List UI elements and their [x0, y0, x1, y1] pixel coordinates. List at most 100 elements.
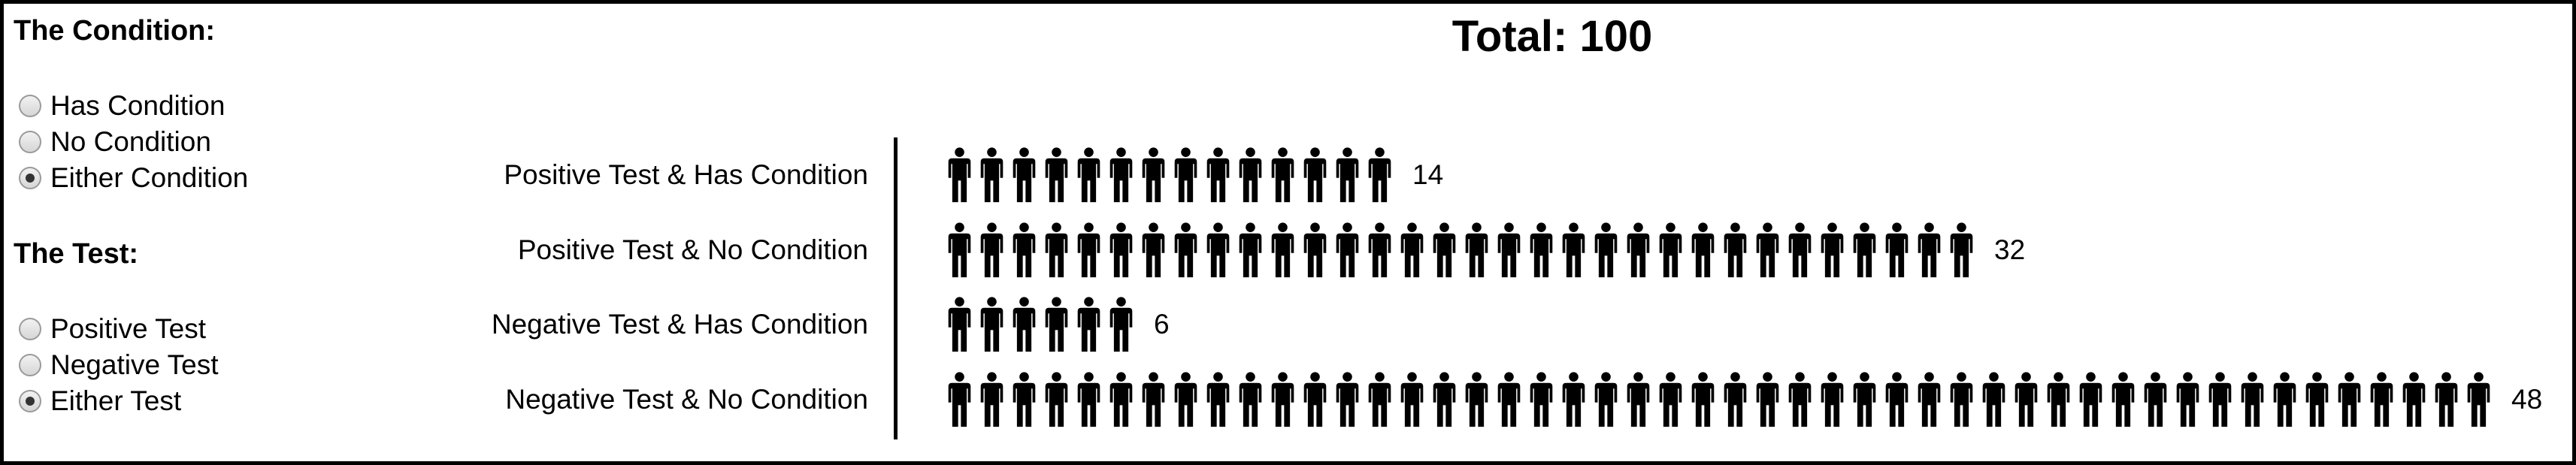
person-icon [980, 147, 1003, 203]
row-label-neg-no: Negative Test & No Condition [505, 384, 868, 415]
person-icon [1950, 372, 1973, 427]
person-icon [1077, 372, 1100, 427]
person-icon [1303, 372, 1327, 427]
row-label-neg-has: Negative Test & Has Condition [491, 309, 868, 340]
person-icon [1077, 222, 1100, 278]
person-icon [948, 372, 971, 427]
icon-row-pos-no: 32 [943, 220, 2025, 280]
person-icon [2435, 372, 2458, 427]
radio-button-selected[interactable] [19, 167, 41, 189]
person-icon [1691, 222, 1715, 278]
person-icon [1530, 222, 1553, 278]
person-icon [2014, 372, 2038, 427]
person-icon [1659, 222, 1682, 278]
person-icon [1271, 222, 1294, 278]
person-icon [1788, 372, 1812, 427]
person-icon [1239, 147, 1262, 203]
person-icon [1497, 222, 1521, 278]
icon-row-neg-has: 6 [943, 294, 1170, 355]
person-icon [1109, 297, 1133, 352]
person-icon [1594, 372, 1618, 427]
person-icon [1077, 297, 1100, 352]
person-icon [1724, 372, 1747, 427]
person-icon [1368, 147, 1391, 203]
person-icon [1659, 372, 1682, 427]
person-icon [1400, 372, 1424, 427]
person-icon [1045, 297, 1068, 352]
person-icon [2338, 372, 2361, 427]
person-icon [1336, 222, 1359, 278]
person-icon [2047, 372, 2070, 427]
person-icon [1627, 372, 1650, 427]
person-icon [1724, 222, 1747, 278]
person-icon [1142, 147, 1165, 203]
radio-either-test[interactable]: Either Test [19, 384, 181, 418]
radio-has-condition[interactable]: Has Condition [19, 89, 225, 123]
person-icon [1950, 222, 1973, 278]
person-icon [1691, 372, 1715, 427]
radio-button[interactable] [19, 95, 41, 117]
person-icon [948, 222, 971, 278]
person-icon [948, 147, 971, 203]
person-icon [1465, 372, 1488, 427]
person-icon [1594, 222, 1618, 278]
person-icon [1013, 297, 1036, 352]
person-icon [1368, 372, 1391, 427]
person-icon [980, 372, 1003, 427]
person-icon [1400, 222, 1424, 278]
row-count: 6 [1154, 309, 1170, 340]
person-icon [1562, 222, 1585, 278]
person-icon [1433, 222, 1456, 278]
radio-button[interactable] [19, 131, 41, 153]
radio-label: Positive Test [50, 313, 207, 344]
person-icon [2208, 372, 2232, 427]
person-icon [1013, 147, 1036, 203]
person-icon [2144, 372, 2167, 427]
radio-label: Negative Test [50, 349, 219, 380]
radio-button[interactable] [19, 354, 41, 376]
person-icon [1013, 222, 1036, 278]
row-count: 48 [2511, 384, 2543, 415]
person-icon [980, 297, 1003, 352]
divider-line [894, 137, 898, 439]
radio-either-condition[interactable]: Either Condition [19, 161, 248, 195]
radio-no-condition[interactable]: No Condition [19, 125, 211, 159]
person-icon [1206, 222, 1230, 278]
person-icon [1206, 147, 1230, 203]
radio-negative-test[interactable]: Negative Test [19, 348, 219, 382]
person-icon [1821, 372, 1844, 427]
person-icon [1756, 372, 1779, 427]
row-count: 14 [1412, 159, 1444, 190]
row-label-pos-has: Positive Test & Has Condition [504, 159, 868, 190]
person-icon [1109, 222, 1133, 278]
person-icon [1045, 222, 1068, 278]
row-count: 32 [1994, 234, 2026, 265]
person-icon [1109, 372, 1133, 427]
radio-button-selected[interactable] [19, 390, 41, 412]
person-icon [1174, 222, 1197, 278]
person-icon [1756, 222, 1779, 278]
person-icon [2467, 372, 2490, 427]
total-title: Total: 100 [1451, 12, 1653, 61]
person-icon [1239, 372, 1262, 427]
person-icon [1497, 372, 1521, 427]
icon-row-pos-has: 14 [943, 145, 1443, 205]
radio-positive-test[interactable]: Positive Test [19, 312, 206, 346]
person-icon [1853, 372, 1876, 427]
person-icon [1045, 372, 1068, 427]
person-icon [1562, 372, 1585, 427]
person-icon [1303, 222, 1327, 278]
person-icon [1142, 222, 1165, 278]
person-icon [1918, 222, 1941, 278]
person-icon [1336, 372, 1359, 427]
person-icon [1885, 222, 1909, 278]
person-icon [1918, 372, 1941, 427]
person-icon [2241, 372, 2264, 427]
radio-button[interactable] [19, 318, 41, 340]
radio-label: Has Condition [50, 90, 226, 121]
person-icon [1336, 147, 1359, 203]
person-icon [1109, 147, 1133, 203]
person-icon [1465, 222, 1488, 278]
person-icon [1174, 147, 1197, 203]
